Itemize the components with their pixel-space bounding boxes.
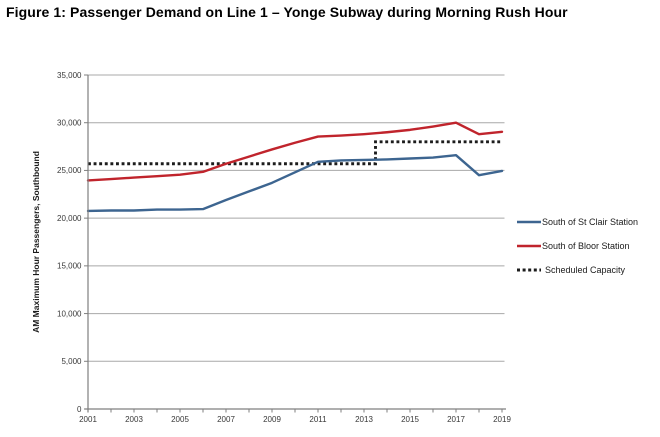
svg-text:25,000: 25,000 bbox=[57, 166, 82, 175]
chart-series bbox=[86, 121, 504, 213]
svg-text:30,000: 30,000 bbox=[57, 119, 82, 128]
legend-item-st-clair: South of St Clair Station bbox=[517, 215, 638, 229]
svg-text:5,000: 5,000 bbox=[61, 357, 82, 366]
svg-text:20,000: 20,000 bbox=[57, 214, 82, 223]
svg-text:0: 0 bbox=[77, 405, 82, 414]
svg-text:15,000: 15,000 bbox=[57, 262, 82, 271]
legend-label-bloor: South of Bloor Station bbox=[542, 241, 630, 251]
svg-text:2009: 2009 bbox=[263, 415, 281, 424]
legend-item-capacity: Scheduled Capacity bbox=[517, 263, 638, 277]
figure-title: Figure 1: Passenger Demand on Line 1 – Y… bbox=[6, 4, 568, 20]
svg-text:2011: 2011 bbox=[309, 415, 327, 424]
svg-text:2001: 2001 bbox=[79, 415, 97, 424]
svg-text:10,000: 10,000 bbox=[57, 309, 82, 318]
axis-tick-labels: 0 5,000 10,000 15,000 20,000 25,000 30,000 35,0… bbox=[57, 71, 511, 424]
axes bbox=[84, 74, 506, 413]
svg-text:35,000: 35,000 bbox=[57, 71, 82, 80]
legend: South of St Clair Station South of Bloor… bbox=[517, 215, 638, 277]
svg-text:2019: 2019 bbox=[493, 415, 511, 424]
legend-label-capacity: Scheduled Capacity bbox=[545, 265, 626, 275]
st-clair-line-swatch-icon bbox=[517, 220, 541, 224]
legend-label-st-clair: South of St Clair Station bbox=[542, 217, 639, 227]
svg-text:2017: 2017 bbox=[447, 415, 465, 424]
svg-text:2013: 2013 bbox=[355, 415, 373, 424]
svg-text:2015: 2015 bbox=[401, 415, 419, 424]
bloor-line-swatch-icon bbox=[517, 244, 541, 248]
legend-item-bloor: South of Bloor Station bbox=[517, 239, 638, 253]
svg-text:2003: 2003 bbox=[125, 415, 143, 424]
capacity-dotted-swatch-icon bbox=[517, 268, 541, 272]
gridlines bbox=[88, 74, 505, 362]
svg-text:2005: 2005 bbox=[171, 415, 189, 424]
svg-text:2007: 2007 bbox=[217, 415, 235, 424]
y-axis-label: AM Maximum Hour Passengers, Southbound bbox=[31, 151, 41, 333]
